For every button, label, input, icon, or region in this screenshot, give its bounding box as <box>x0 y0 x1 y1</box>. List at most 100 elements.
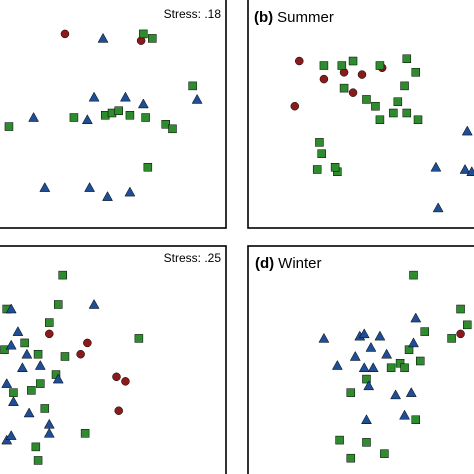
triangle-point <box>367 362 379 373</box>
triangle-point <box>365 341 377 352</box>
square-point <box>40 404 50 413</box>
triangle-point <box>88 298 100 309</box>
square-point <box>69 113 79 122</box>
panel-a-stress-label: Stress: .18 <box>164 7 222 21</box>
square-point <box>395 359 405 368</box>
square-point <box>315 138 324 147</box>
square-point <box>53 300 63 309</box>
panel-a-points <box>4 29 203 201</box>
triangle-point <box>5 303 17 314</box>
triangle-point <box>137 98 149 109</box>
circle-point <box>357 70 367 79</box>
panel-b-points <box>290 54 474 213</box>
square-point <box>362 95 371 104</box>
triangle-point <box>349 350 361 361</box>
square-point <box>411 68 421 77</box>
square-point <box>114 106 123 115</box>
square-point <box>375 61 385 70</box>
square-point <box>447 334 456 343</box>
square-point <box>386 363 396 373</box>
triangle-point <box>5 339 17 350</box>
square-point <box>348 56 358 66</box>
panel-d-title: (d) Winter <box>255 255 322 272</box>
square-point <box>420 327 429 336</box>
square-point <box>312 165 322 174</box>
square-point <box>161 120 171 129</box>
square-point <box>188 81 197 91</box>
circle-point <box>121 377 130 386</box>
panel-b-name: Summer <box>277 9 334 26</box>
triangle-point <box>358 328 370 339</box>
square-point <box>371 101 380 111</box>
square-point <box>415 356 425 366</box>
panel-d: (d) Winter <box>247 245 474 474</box>
circle-point <box>60 29 70 39</box>
panel-c-stress-label: Stress: .25 <box>164 251 222 265</box>
triangle-point <box>361 414 372 425</box>
square-point <box>330 162 340 172</box>
square-point <box>393 97 403 106</box>
triangle-point <box>124 186 136 197</box>
circle-point <box>112 372 121 382</box>
square-point <box>9 388 18 397</box>
panel-c-frame <box>0 245 227 474</box>
square-point <box>380 449 389 458</box>
triangle-point <box>408 337 419 348</box>
panel-b-frame <box>247 0 474 229</box>
triangle-point <box>405 387 417 397</box>
square-point <box>58 270 67 280</box>
square-point <box>346 453 356 463</box>
triangle-point <box>43 427 55 438</box>
square-point <box>143 162 153 172</box>
square-point <box>402 108 412 118</box>
triangle-point <box>12 326 24 336</box>
square-point <box>375 115 385 125</box>
square-point <box>346 388 356 397</box>
triangle-point <box>120 91 131 102</box>
panel-c-points <box>0 270 144 465</box>
square-point <box>148 34 157 43</box>
square-point <box>139 29 148 39</box>
triangle-point <box>102 191 113 201</box>
square-point <box>27 386 36 395</box>
triangle-point <box>23 407 35 418</box>
triangle-point <box>5 430 17 440</box>
square-point <box>335 435 344 445</box>
triangle-point <box>399 409 410 420</box>
square-point <box>463 320 472 330</box>
square-point <box>141 113 150 122</box>
panel-b-letter: (b) <box>254 9 273 26</box>
square-point <box>337 61 347 70</box>
square-point <box>317 149 326 158</box>
panel-d-name: Winter <box>278 255 321 272</box>
square-point <box>168 124 177 134</box>
triangle-point <box>318 332 330 343</box>
square-point <box>4 122 14 131</box>
triangle-point <box>88 91 100 102</box>
panel-d-frame <box>247 245 474 474</box>
square-point <box>45 318 54 327</box>
circle-point <box>45 329 54 339</box>
triangle-point <box>459 163 471 174</box>
triangle-point <box>28 112 40 122</box>
triangle-point <box>381 348 393 359</box>
square-point <box>400 363 409 373</box>
square-point <box>389 108 398 118</box>
triangle-point <box>97 32 109 43</box>
triangle-point <box>390 389 402 400</box>
triangle-point <box>21 348 33 359</box>
triangle-point <box>39 182 51 192</box>
square-point <box>409 270 418 280</box>
square-point <box>400 81 409 91</box>
square-point <box>134 334 144 343</box>
panel-c: Stress: .25 <box>0 245 227 474</box>
circle-point <box>295 56 304 66</box>
square-point <box>339 83 349 93</box>
square-point <box>80 429 90 438</box>
square-point <box>33 456 43 465</box>
panel-d-points <box>318 270 472 463</box>
circle-point <box>456 329 465 339</box>
circle-point <box>83 338 92 348</box>
circle-point <box>290 101 300 111</box>
